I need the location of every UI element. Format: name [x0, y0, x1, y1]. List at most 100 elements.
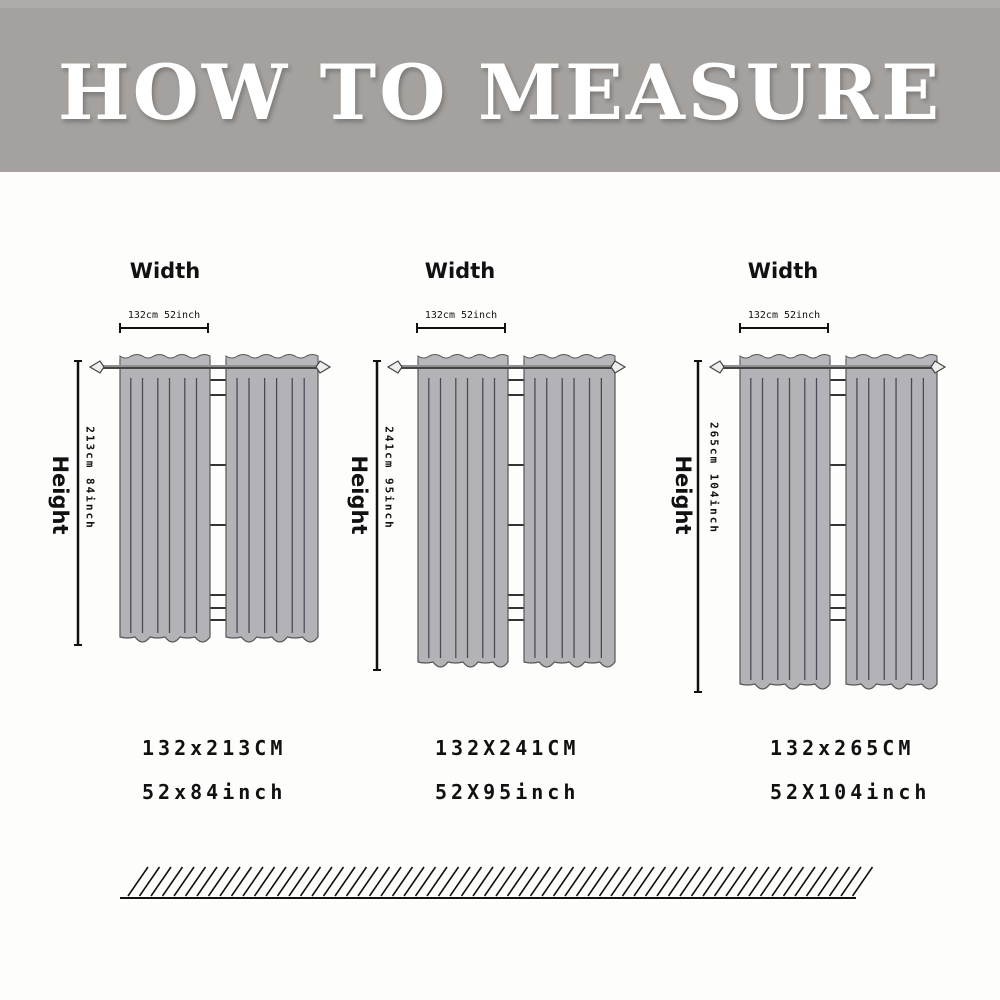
finial-left	[708, 360, 725, 374]
hatch-stroke	[426, 866, 448, 897]
hatch-stroke	[357, 866, 379, 897]
hatch-stroke	[690, 866, 713, 897]
hatch-stroke	[828, 866, 851, 897]
finial-right	[610, 360, 627, 374]
hatch-stroke	[449, 866, 471, 897]
hatch-stroke	[541, 866, 563, 897]
hatch-stroke	[495, 866, 517, 897]
hatch-stroke	[334, 866, 356, 897]
hatch-stroke	[483, 866, 506, 897]
hatch-stroke	[311, 866, 333, 897]
hatch-stroke	[782, 866, 805, 897]
width-dimension-text: 132cm 52inch	[424, 310, 498, 321]
hatch-stroke	[150, 866, 172, 897]
hatch-stroke	[667, 866, 690, 897]
hatch-stroke	[138, 866, 161, 897]
curtain-header	[523, 354, 616, 367]
size-cm: 132x265CM	[770, 736, 915, 760]
hatch-stroke	[276, 866, 299, 897]
hatch-stroke	[299, 866, 322, 897]
size-inch: 52x84inch	[142, 780, 287, 804]
hatch-stroke	[242, 866, 264, 897]
size-cm: 132x213CM	[142, 736, 287, 760]
hatch-stroke	[207, 866, 230, 897]
curtain-header	[739, 354, 831, 367]
size-cm: 132X241CM	[435, 736, 580, 760]
hatch-stroke	[771, 866, 793, 897]
hatch-stroke	[575, 866, 598, 897]
hatch-stroke	[506, 866, 529, 897]
title-banner: HOW TO MEASURE	[0, 0, 1000, 172]
hatch-stroke	[725, 866, 747, 897]
finial-left	[88, 360, 105, 374]
hatch-stroke	[253, 866, 276, 897]
hatch-stroke	[368, 866, 391, 897]
floor-hatch	[120, 866, 874, 899]
curtain-panel-1	[74, 323, 332, 646]
curtain-header	[417, 354, 509, 367]
hatch-stroke	[184, 866, 207, 897]
curtain-header	[225, 354, 319, 367]
finial-left	[386, 360, 403, 374]
curtain-header	[845, 354, 938, 367]
hatch-stroke	[196, 866, 218, 897]
hatch-stroke	[472, 866, 494, 897]
hatch-stroke	[644, 866, 667, 897]
hatch-stroke	[529, 866, 552, 897]
width-dimension-text: 132cm 52inch	[747, 310, 821, 321]
curtain-panel-2	[373, 323, 627, 671]
hatch-stroke	[265, 866, 287, 897]
hatch-stroke	[552, 866, 575, 897]
curtain-header	[119, 354, 211, 367]
height-label: Height	[48, 455, 72, 535]
curtain-panel-3	[694, 323, 947, 693]
hatch-stroke	[633, 866, 655, 897]
hatch-stroke	[817, 866, 839, 897]
width-label: Width	[424, 259, 496, 283]
hatch-stroke	[437, 866, 460, 897]
hatch-stroke	[679, 866, 701, 897]
hatch-stroke	[713, 866, 736, 897]
height-label: Height	[347, 455, 371, 535]
width-label: Width	[747, 259, 819, 283]
height-label: Height	[671, 455, 695, 535]
hatch-stroke	[219, 866, 241, 897]
hatch-stroke	[656, 866, 678, 897]
size-inch: 52X104inch	[770, 780, 931, 804]
hatch-stroke	[564, 866, 586, 897]
hatch-stroke	[345, 866, 368, 897]
hatch-stroke	[759, 866, 782, 897]
hatch-stroke	[380, 866, 402, 897]
hatch-stroke	[794, 866, 816, 897]
hatch-stroke	[587, 866, 609, 897]
finial-right	[315, 360, 332, 374]
hatch-stroke	[322, 866, 345, 897]
height-dimension-text: 265cm 104inch	[707, 421, 721, 535]
height-dimension-text: 213cm 84inch	[83, 426, 97, 530]
hatch-stroke	[161, 866, 184, 897]
hatch-stroke	[748, 866, 770, 897]
hatch-stroke	[391, 866, 414, 897]
hatch-stroke	[840, 866, 862, 897]
hatch-stroke	[851, 866, 874, 897]
finial-right	[930, 360, 947, 374]
hatch-stroke	[598, 866, 621, 897]
hatch-stroke	[173, 866, 195, 897]
size-inch: 52X95inch	[435, 780, 580, 804]
hatch-stroke	[610, 866, 632, 897]
hatch-stroke	[621, 866, 644, 897]
hatch-stroke	[414, 866, 437, 897]
hatch-stroke	[805, 866, 828, 897]
hatch-stroke	[460, 866, 483, 897]
hatch-stroke	[127, 866, 149, 897]
hatch-stroke	[288, 866, 310, 897]
page-title: HOW TO MEASURE	[57, 48, 943, 137]
hatch-stroke	[230, 866, 253, 897]
width-dimension-text: 132cm 52inch	[127, 310, 201, 321]
hatch-stroke	[736, 866, 759, 897]
hatch-stroke	[702, 866, 724, 897]
width-label: Width	[129, 259, 201, 283]
hatch-stroke	[518, 866, 540, 897]
hatch-stroke	[403, 866, 425, 897]
